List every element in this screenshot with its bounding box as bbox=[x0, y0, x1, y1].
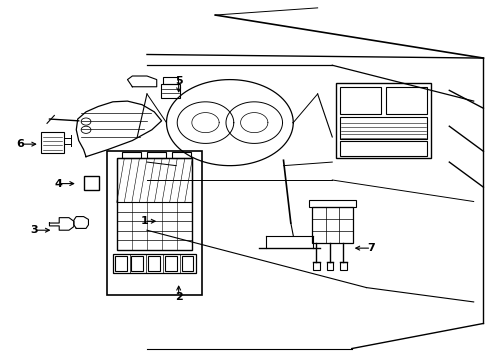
Bar bbox=[172, 152, 191, 158]
Bar bbox=[181, 256, 193, 271]
Bar bbox=[131, 256, 143, 271]
Bar bbox=[385, 87, 427, 114]
Bar bbox=[163, 77, 177, 84]
Text: 6: 6 bbox=[16, 139, 24, 149]
Bar bbox=[312, 262, 319, 270]
Bar bbox=[117, 158, 192, 202]
Text: 4: 4 bbox=[54, 179, 62, 189]
Bar bbox=[122, 152, 141, 158]
Bar bbox=[340, 262, 346, 270]
Bar bbox=[335, 83, 430, 158]
Bar bbox=[107, 151, 202, 295]
Bar bbox=[41, 132, 64, 153]
Text: 2: 2 bbox=[174, 292, 182, 302]
Bar bbox=[113, 253, 196, 273]
Bar bbox=[83, 176, 99, 190]
Bar bbox=[146, 152, 166, 158]
Bar bbox=[148, 256, 160, 271]
Bar bbox=[339, 87, 380, 114]
Bar bbox=[164, 256, 176, 271]
Bar bbox=[311, 207, 352, 243]
Bar bbox=[326, 262, 333, 270]
Bar bbox=[160, 84, 180, 98]
Bar bbox=[117, 158, 192, 250]
Text: 1: 1 bbox=[141, 216, 148, 226]
Bar bbox=[115, 256, 126, 271]
Bar bbox=[339, 141, 427, 156]
Bar bbox=[309, 200, 355, 207]
Text: 5: 5 bbox=[175, 76, 182, 86]
Text: 7: 7 bbox=[366, 243, 374, 253]
Text: 3: 3 bbox=[30, 225, 38, 235]
Bar bbox=[339, 117, 427, 139]
